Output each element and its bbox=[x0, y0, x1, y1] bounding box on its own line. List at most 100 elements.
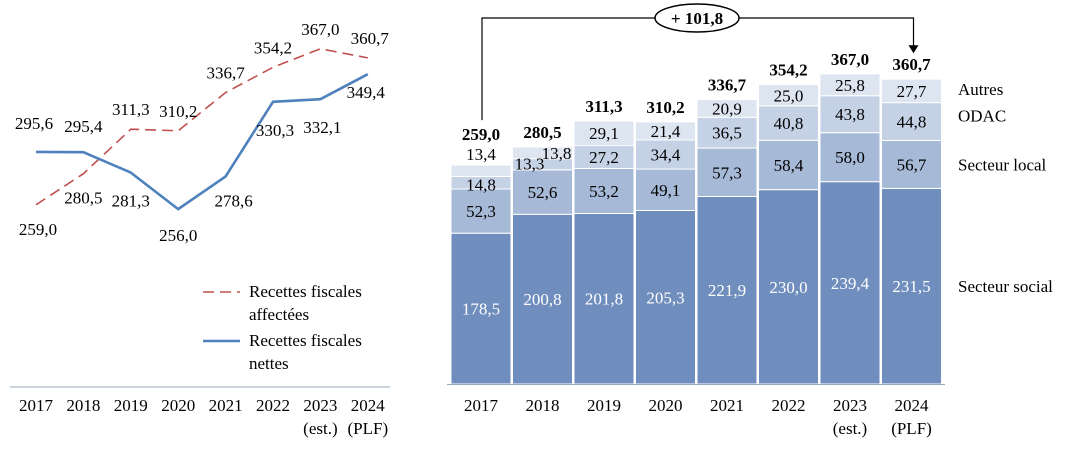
bar-segment bbox=[512, 169, 573, 215]
data-label: 311,3 bbox=[112, 100, 150, 119]
x-tick-label: 2021 bbox=[209, 396, 243, 415]
total-label: 367,0 bbox=[831, 50, 869, 69]
legend-label: Autres bbox=[958, 80, 1003, 99]
segment-label: 27,7 bbox=[897, 82, 927, 101]
segment-label: 221,9 bbox=[708, 281, 746, 300]
segment-label: 13,3 bbox=[515, 154, 545, 173]
legend-label: Secteur social bbox=[958, 277, 1053, 296]
data-label: 360,7 bbox=[351, 29, 390, 48]
x-tick-sublabel: (PLF) bbox=[891, 419, 932, 438]
segment-label: 13,4 bbox=[466, 145, 496, 164]
x-tick-label: 2023 bbox=[833, 396, 867, 415]
legend-label: Secteur local bbox=[958, 155, 1047, 174]
total-label: 360,7 bbox=[892, 55, 931, 74]
segment-label: 27,2 bbox=[589, 148, 619, 167]
segment-label: 205,3 bbox=[646, 288, 684, 307]
x-tick-label: 2024 bbox=[351, 396, 386, 415]
segment-label: 178,5 bbox=[462, 300, 500, 319]
series-line bbox=[35, 47, 368, 206]
annotation-bubble bbox=[654, 3, 740, 33]
data-label: 310,2 bbox=[159, 102, 197, 121]
bar-segment bbox=[819, 95, 881, 134]
bar-segment bbox=[758, 189, 819, 385]
total-label: 311,3 bbox=[585, 97, 622, 116]
legend-label: Recettes fiscales bbox=[249, 282, 362, 301]
bar-segment bbox=[696, 116, 758, 149]
data-label: 332,1 bbox=[303, 118, 341, 137]
total-label: 310,2 bbox=[646, 98, 684, 117]
bar-segment bbox=[573, 168, 635, 214]
annotation-text: + 101,8 bbox=[671, 9, 723, 28]
total-label: 280,5 bbox=[523, 123, 561, 142]
x-tick-label: 2020 bbox=[649, 396, 683, 415]
segment-label: 52,6 bbox=[528, 183, 558, 202]
segment-label: 58,4 bbox=[774, 156, 804, 175]
x-tick-label: 2021 bbox=[710, 396, 744, 415]
segment-label: 49,1 bbox=[651, 181, 681, 200]
x-tick-label: 2019 bbox=[114, 396, 148, 415]
segment-label: 52,3 bbox=[466, 202, 496, 221]
bar-segment bbox=[758, 105, 819, 141]
segment-label: 58,0 bbox=[835, 148, 865, 167]
x-tick-label: 2017 bbox=[464, 396, 499, 415]
segment-label: 25,8 bbox=[835, 76, 865, 95]
data-label: 281,3 bbox=[112, 192, 150, 211]
data-label: 259,0 bbox=[19, 220, 57, 239]
data-label: 336,7 bbox=[206, 64, 245, 83]
segment-label: 239,4 bbox=[831, 274, 870, 293]
line-chart: 2017 2018 2019 2020 2021 2022 2023 (est.) 2024 (P… bbox=[10, 20, 390, 438]
data-label: 367,0 bbox=[301, 20, 339, 39]
x-tick-label: 2017 bbox=[19, 396, 54, 415]
bar-segment bbox=[758, 139, 819, 191]
data-label: 330,3 bbox=[256, 121, 294, 140]
segment-label: 53,2 bbox=[589, 182, 619, 201]
x-tick-sublabel: (est.) bbox=[833, 419, 867, 438]
bar-segment bbox=[881, 78, 942, 104]
series-line bbox=[35, 73, 369, 211]
data-label: 280,5 bbox=[64, 189, 102, 208]
bar-segment bbox=[696, 196, 758, 385]
segment-label: 25,0 bbox=[774, 86, 804, 105]
data-label: 278,6 bbox=[214, 191, 252, 210]
bar-segment bbox=[512, 213, 573, 385]
bar-segment bbox=[450, 188, 512, 234]
bar-segment bbox=[819, 132, 881, 183]
segment-label: 36,5 bbox=[712, 124, 742, 143]
stacked-bar-chart: 178,5 200,8 201,8 205,3 221,9 230,0 239,4 231,5… bbox=[447, 3, 1053, 438]
bar-segment bbox=[881, 102, 942, 141]
bar-segment bbox=[573, 120, 635, 147]
segment-label: 201,8 bbox=[585, 290, 623, 309]
bar-segment bbox=[696, 99, 758, 118]
data-label: 354,2 bbox=[254, 38, 292, 57]
segment-label: 21,4 bbox=[651, 122, 681, 141]
segment-label: 20,9 bbox=[712, 99, 742, 118]
segment-label: 57,3 bbox=[712, 163, 742, 182]
bar-segment bbox=[512, 146, 573, 160]
data-label: 256,0 bbox=[159, 226, 197, 245]
legend-label: nettes bbox=[249, 354, 289, 373]
segment-label: 230,0 bbox=[769, 278, 807, 297]
bar-segment bbox=[696, 147, 758, 198]
bar-segment bbox=[819, 73, 881, 97]
segment-label: 231,5 bbox=[892, 277, 930, 296]
x-tick-label: 2020 bbox=[161, 396, 195, 415]
segment-label: 34,4 bbox=[651, 145, 681, 164]
x-tick-label: 2023 bbox=[303, 396, 337, 415]
bar-segment bbox=[450, 232, 512, 385]
bar-segment bbox=[819, 181, 881, 385]
bar-segment bbox=[573, 213, 635, 385]
x-tick-label: 2022 bbox=[772, 396, 806, 415]
total-label: 354,2 bbox=[769, 61, 807, 80]
segment-label: 43,8 bbox=[835, 105, 865, 124]
total-label: 336,7 bbox=[708, 76, 747, 95]
segment-label: 56,7 bbox=[897, 155, 927, 174]
x-tick-sublabel: (PLF) bbox=[347, 419, 388, 438]
bar-segment bbox=[635, 168, 696, 211]
bar-segment bbox=[758, 84, 819, 107]
segment-label: 40,8 bbox=[774, 114, 804, 133]
data-label: 295,4 bbox=[64, 117, 103, 136]
bar-segment bbox=[635, 210, 696, 385]
legend-label: ODAC bbox=[958, 107, 1006, 126]
data-label: 349,4 bbox=[347, 83, 386, 102]
